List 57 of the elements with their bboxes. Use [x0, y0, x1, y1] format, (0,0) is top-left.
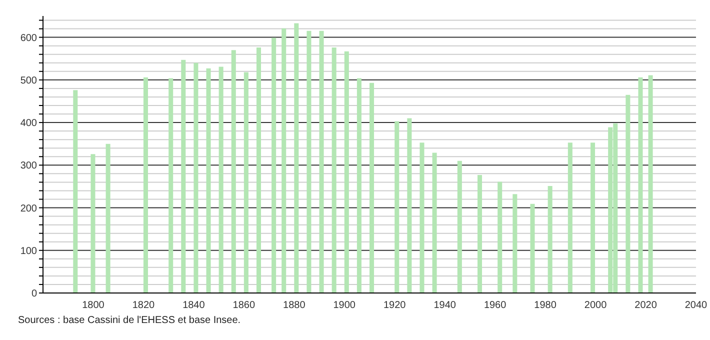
bar	[648, 75, 653, 293]
bar	[498, 182, 502, 293]
bar	[548, 186, 552, 293]
bar	[590, 142, 596, 293]
y-tick-label: 200	[20, 203, 38, 214]
bar	[272, 38, 276, 293]
bar	[319, 30, 324, 293]
bar	[218, 66, 224, 293]
y-tick-label: 500	[20, 75, 38, 86]
bar	[432, 152, 437, 293]
x-tick-label: 2040	[684, 300, 708, 312]
y-tick-label: 100	[20, 246, 38, 257]
bar	[568, 142, 572, 293]
bar	[106, 144, 110, 293]
x-tick-label: 1820	[132, 300, 156, 312]
x-tick-label: 1960	[484, 300, 507, 312]
bar	[244, 72, 248, 293]
bar	[407, 118, 412, 293]
bar	[73, 90, 78, 293]
bar	[530, 204, 535, 293]
bar	[231, 50, 236, 293]
x-tick-label: 1940	[434, 300, 456, 312]
x-tick-label: 1980	[534, 300, 557, 312]
bar	[206, 68, 211, 293]
y-tick-label: 300	[20, 160, 38, 172]
bar	[256, 48, 261, 293]
bar	[638, 77, 643, 293]
bar	[477, 174, 482, 293]
x-tick-label: 1860	[232, 300, 256, 312]
x-tick-label: 2000	[584, 300, 608, 312]
x-tick-label: 1800	[82, 300, 105, 312]
bar	[420, 142, 424, 293]
source-note: Sources : base Cassini de l'EHESS et base Insee.	[18, 315, 242, 326]
bar	[194, 62, 198, 293]
x-tick-label: 1840	[182, 300, 206, 312]
bar	[306, 30, 312, 293]
bar	[181, 60, 186, 293]
bar	[168, 78, 174, 293]
x-tick-label: 1920	[383, 300, 406, 312]
bar	[332, 48, 336, 293]
bar	[457, 160, 462, 293]
bar	[294, 23, 299, 293]
bar	[90, 154, 96, 293]
y-tick-label: 600	[20, 32, 38, 44]
y-tick-label: 400	[20, 118, 38, 130]
bar	[370, 82, 374, 293]
bar	[626, 94, 630, 293]
y-tick-label: 0	[31, 288, 38, 300]
bar	[512, 194, 518, 293]
bar	[356, 78, 362, 293]
bar	[282, 28, 286, 293]
x-tick-label: 1900	[333, 300, 356, 312]
bar	[143, 77, 148, 293]
bar	[394, 121, 400, 293]
x-tick-label: 1880	[283, 300, 306, 312]
x-tick-label: 2020	[634, 300, 658, 312]
bar	[344, 51, 349, 293]
